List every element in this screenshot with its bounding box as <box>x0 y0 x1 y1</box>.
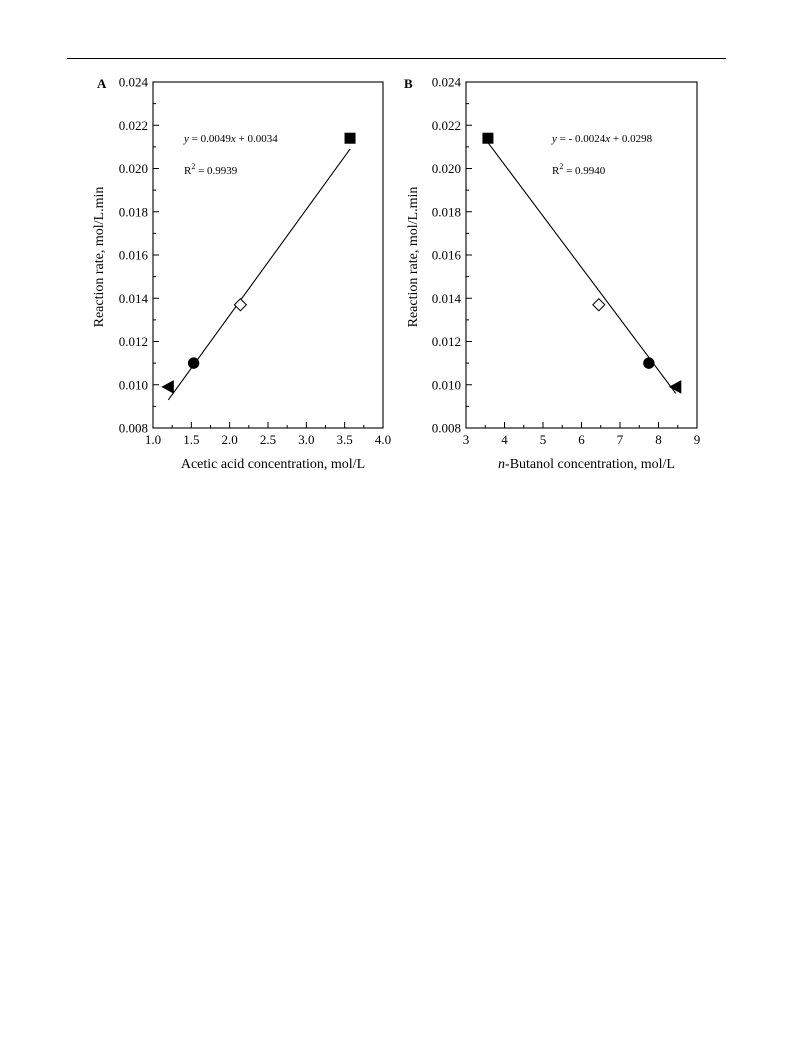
chart-panel-b: B 0.008 0.010 0.012 0.014 0.016 0.018 0.020 0.02… <box>404 75 700 473</box>
x-tick-label: 5 <box>540 432 547 447</box>
x-tick-label: 8 <box>655 432 662 447</box>
equation-slope: = - 0.0024 <box>557 133 606 145</box>
equation-slope: = 0.0049 <box>189 133 231 145</box>
y-tick-label: 0.008 <box>119 421 148 436</box>
x-tick-label: 4 <box>501 432 508 447</box>
y-tick-label: 0.020 <box>432 161 461 176</box>
y-tick-label: 0.012 <box>432 334 461 349</box>
r-squared-label: R <box>552 165 560 177</box>
y-tick-label: 0.016 <box>119 248 149 263</box>
x-axis-label: n-Butanol concentration, mol/L <box>498 457 675 472</box>
chart-panel-a: A 0.008 0.010 0.012 0.014 0.016 0.018 0.020 0.02… <box>92 75 391 473</box>
y-tick-label: 0.022 <box>432 118 461 133</box>
x-tick-label: 3.0 <box>298 432 314 447</box>
data-point-triangle <box>668 380 682 394</box>
fit-equation: y = 0.0049x + 0.0034 <box>183 133 278 145</box>
y-tick-label: 0.010 <box>119 377 148 392</box>
y-tick-label: 0.024 <box>119 75 149 90</box>
x-tick-label: 7 <box>617 432 624 447</box>
x-tick-label: 2.0 <box>222 432 238 447</box>
x-tick-label: 2.5 <box>260 432 276 447</box>
panel-label: B <box>404 76 413 91</box>
y-tick-label: 0.018 <box>119 204 148 219</box>
x-tick-label: 3.5 <box>337 432 353 447</box>
data-point-triangle <box>161 380 174 394</box>
y-tick-label: 0.014 <box>119 291 149 306</box>
x-axis-label: Acetic acid concentration, mol/L <box>181 457 365 472</box>
y-axis-label: Reaction rate, mol/L.min <box>92 187 107 328</box>
equation-x: x <box>604 133 610 145</box>
data-point-circle <box>187 357 200 369</box>
data-point-square <box>482 132 494 144</box>
data-point-square <box>344 132 356 144</box>
fit-line <box>167 148 351 401</box>
data-point-diamond <box>233 298 248 312</box>
data-point-circle <box>643 357 655 369</box>
y-tick-label: 0.008 <box>432 421 461 436</box>
x-tick-label: 4.0 <box>375 432 391 447</box>
fit-equation: y = - 0.0024x + 0.0298 <box>551 133 653 145</box>
fit-line <box>487 142 677 394</box>
r-squared-sup: 2 <box>559 162 563 171</box>
panel-label: A <box>97 76 107 91</box>
r-squared: R2 = 0.9939 <box>184 162 238 177</box>
y-tick-label: 0.014 <box>432 291 462 306</box>
y-tick-label: 0.022 <box>119 118 148 133</box>
y-tick-label: 0.024 <box>432 75 462 90</box>
y-tick-label: 0.018 <box>432 204 461 219</box>
equation-intercept: + 0.0298 <box>610 133 652 145</box>
x-axis-label-italic: n <box>498 457 505 472</box>
y-tick-label: 0.010 <box>432 377 461 392</box>
data-point-diamond <box>592 298 606 312</box>
x-tick-label: 6 <box>578 432 585 447</box>
r-squared-sup: 2 <box>191 162 195 171</box>
equation-y: y <box>551 133 557 145</box>
x-tick-label: 1.5 <box>183 432 199 447</box>
y-tick-label: 0.012 <box>119 334 148 349</box>
r-squared: R2 = 0.9940 <box>552 162 606 177</box>
y-tick-label: 0.016 <box>432 248 462 263</box>
equation-intercept: + 0.0034 <box>236 133 278 145</box>
r-squared-label: R <box>184 165 192 177</box>
y-axis-label: Reaction rate, mol/L.min <box>406 187 421 328</box>
x-tick-label: 3 <box>463 432 470 447</box>
x-tick-label: 9 <box>694 432 701 447</box>
x-tick-label: 1.0 <box>145 432 161 447</box>
r-squared-value: = 0.9939 <box>195 165 237 177</box>
equation-x: x <box>230 133 236 145</box>
page-header-rule <box>67 58 726 59</box>
x-axis-label-rest: -Butanol concentration, mol/L <box>505 457 675 472</box>
equation-y: y <box>183 133 189 145</box>
y-tick-label: 0.020 <box>119 161 148 176</box>
r-squared-value: = 0.9940 <box>563 165 605 177</box>
